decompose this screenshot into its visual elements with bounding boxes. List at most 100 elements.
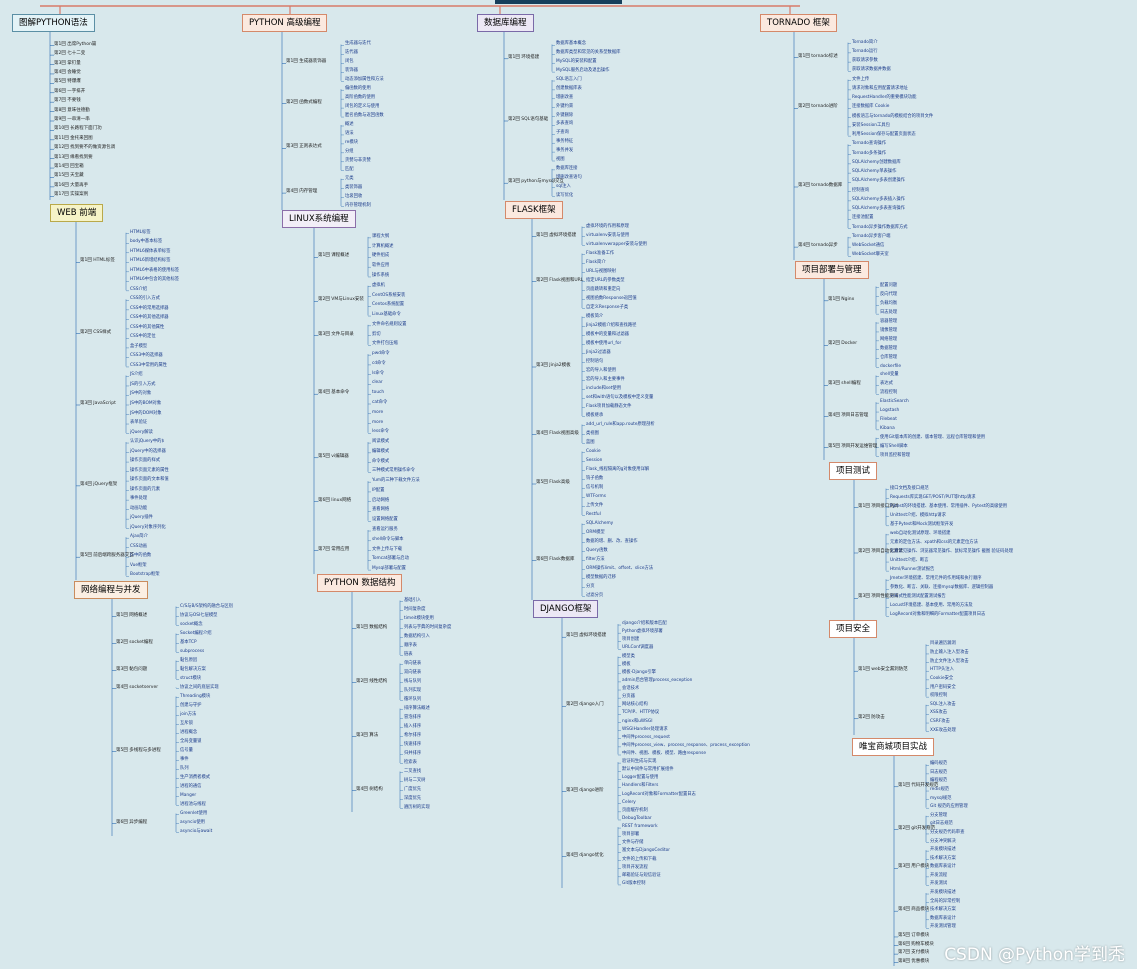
leaf-node[interactable]: SQL注入攻击 [930, 701, 956, 707]
leaf-node[interactable]: TCP/IP、HTTP协议 [622, 710, 660, 716]
leaf-node[interactable]: 开发模块描述 [930, 890, 956, 896]
leaf-node[interactable]: 参数化、断言、关联、连接mysql数据库、逻辑控制器 [890, 585, 994, 591]
leaf-node[interactable]: join方法 [180, 711, 197, 717]
leaf-node[interactable]: 读写优化 [556, 192, 574, 198]
leaf-node[interactable]: Git 规范的应用管理 [930, 804, 968, 810]
leaf-node[interactable]: Mysql部署与配置 [372, 566, 406, 572]
topic-node[interactable]: 数据库编程 [477, 14, 534, 32]
leaf-node[interactable]: 基础引入 [404, 597, 422, 603]
leaf-node[interactable]: Flask项目加载静态文件 [586, 403, 632, 409]
leaf-node[interactable]: 检索表 [404, 759, 417, 765]
leaf-node[interactable]: Centos系统配置 [372, 302, 405, 308]
topic-node[interactable]: 项目测试 [829, 462, 878, 480]
leaf-node[interactable]: 分支管理 [930, 812, 948, 818]
leaf-node[interactable]: 三种模式常用操作命令 [372, 468, 415, 474]
leaf-node[interactable]: 验证码生成与实现 [622, 759, 657, 765]
leaf-node[interactable]: Handlers和Filters [622, 783, 659, 789]
subtopic-node[interactable]: 第4回 会睡觉 [54, 69, 81, 75]
leaf-node[interactable]: 数据管理 [880, 345, 898, 351]
leaf-node[interactable]: 模板-Django引擎 [622, 669, 656, 675]
subtopic-node[interactable]: 第1回 网络概述 [116, 612, 148, 618]
subtopic-node[interactable]: 第3回 算法 [356, 732, 379, 738]
leaf-node[interactable]: Logstash [880, 408, 900, 414]
leaf-node[interactable]: 数据库类型和常见的关系型数据库 [556, 50, 621, 56]
leaf-node[interactable]: 子查询 [556, 130, 569, 136]
leaf-node[interactable]: SQL语言入门 [556, 77, 582, 82]
leaf-node[interactable]: cat命令 [372, 400, 388, 405]
subtopic-node[interactable]: 第6回 linux网络 [318, 497, 352, 503]
leaf-node[interactable]: 外键约束 [556, 103, 574, 109]
leaf-node[interactable]: 动态添加属性和方法 [345, 77, 384, 83]
leaf-node[interactable]: set和with语句以及模板中定义变量 [586, 394, 654, 400]
leaf-node[interactable]: 进程概念 [180, 729, 198, 735]
subtopic-node[interactable]: 第3回 用户模块 [898, 864, 930, 870]
leaf-node[interactable]: JS中的对象 [130, 391, 152, 397]
leaf-node[interactable]: ORM模型 [586, 529, 605, 535]
leaf-node[interactable]: asyncio与await [180, 828, 213, 834]
leaf-node[interactable]: 流程控制 [880, 390, 898, 396]
leaf-node[interactable]: 冒泡排序 [404, 714, 422, 720]
leaf-node[interactable]: 编辑模式 [372, 448, 390, 454]
leaf-node[interactable]: Git版本控制 [622, 880, 646, 886]
leaf-node[interactable]: 创建数据库表 [556, 85, 582, 91]
leaf-node[interactable]: 项目开发流程 [622, 864, 648, 870]
leaf-node[interactable]: 队列 [180, 765, 189, 771]
leaf-node[interactable]: 指定URL的参数类型 [586, 277, 625, 283]
leaf-node[interactable]: 网站核心结构 [622, 702, 648, 708]
leaf-node[interactable]: REST framework [622, 824, 658, 830]
subtopic-node[interactable]: 第1回 HTML标签 [80, 258, 115, 264]
leaf-node[interactable]: Query函数 [586, 547, 608, 553]
leaf-node[interactable]: 防止文件注入型攻击 [930, 658, 969, 664]
leaf-node[interactable]: 增删改查 [556, 94, 574, 100]
leaf-node[interactable]: 分页器 [622, 694, 635, 700]
leaf-node[interactable]: 创建与守护 [180, 702, 202, 708]
leaf-node[interactable]: 视图函数Response返回值 [586, 295, 637, 301]
leaf-node[interactable]: 装饰器 [345, 68, 358, 74]
subtopic-node[interactable]: 第1回 生成器装饰器 [286, 59, 327, 65]
leaf-node[interactable]: re模块 [345, 139, 358, 145]
subtopic-node[interactable]: 第2回 函数式编程 [286, 99, 322, 105]
leaf-node[interactable]: 链表 [404, 651, 413, 657]
leaf-node[interactable]: 基于Pytest和Mock测试框架开发 [890, 521, 954, 527]
leaf-node[interactable]: 操作系统 [372, 272, 390, 278]
subtopic-node[interactable]: 第17回 实操案例 [54, 192, 89, 198]
subtopic-node[interactable]: 第3回 django进阶 [566, 787, 604, 793]
subtopic-node[interactable]: 第2回 Flask视图和URL [536, 277, 584, 283]
leaf-node[interactable]: JS的引入方式 [130, 381, 156, 387]
leaf-node[interactable]: Jinja2模板介绍和查找路径 [586, 322, 637, 328]
leaf-node[interactable]: 富文本与DjangoCeditor [622, 848, 671, 854]
leaf-node[interactable]: 模型数据的迁移 [586, 574, 617, 580]
leaf-node[interactable]: HTML标签 [130, 229, 151, 235]
leaf-node[interactable]: 剪切 [372, 331, 381, 337]
leaf-node[interactable]: 接口文档及接口规范 [890, 485, 929, 491]
leaf-node[interactable]: 连接数据库 Cookie [852, 104, 890, 110]
leaf-node[interactable]: 分页 [586, 583, 595, 589]
leaf-node[interactable]: ORM操作limit、offset、slice方法 [586, 565, 654, 571]
leaf-node[interactable]: 计算机概述 [372, 243, 394, 249]
leaf-node[interactable]: 安装Session工具包 [852, 122, 890, 128]
leaf-node[interactable]: Cookie [586, 448, 601, 454]
leaf-node[interactable]: CSS中的常用选择器 [130, 305, 169, 311]
leaf-node[interactable]: 闭包 [345, 59, 354, 65]
leaf-node[interactable]: 二叉查找 [404, 768, 422, 774]
leaf-node[interactable]: 外键删除 [556, 112, 574, 118]
leaf-node[interactable]: CSRF攻击 [930, 719, 950, 725]
leaf-node[interactable]: 项目部署 [622, 832, 640, 838]
leaf-node[interactable]: 模型类 [622, 653, 635, 659]
subtopic-node[interactable]: 第5回 vi编辑器 [318, 453, 349, 459]
leaf-node[interactable]: 操作页面的元素 [130, 486, 161, 492]
subtopic-node[interactable]: 第1回 数据结构 [356, 624, 388, 630]
subtopic-node[interactable]: 第3回 Jinja2模板 [536, 363, 571, 368]
subtopic-node[interactable]: 第2回 socket编程 [116, 639, 153, 645]
leaf-node[interactable]: 全局的异常控制 [930, 898, 961, 904]
leaf-node[interactable]: 排序算法概述 [404, 705, 430, 711]
subtopic-node[interactable]: 第2回 git开发规范 [898, 825, 936, 831]
subtopic-node[interactable]: 第4回 商品模块 [898, 907, 930, 913]
leaf-node[interactable]: 时间复杂度 [404, 606, 426, 612]
leaf-node[interactable]: 信号机制 [586, 484, 604, 490]
leaf-node[interactable]: 宏的导入和主要事件 [586, 376, 625, 382]
leaf-node[interactable]: CSS动画 [130, 543, 148, 549]
leaf-node[interactable]: 内存管理机制 [345, 202, 371, 208]
leaf-node[interactable]: 请求对象和应用配置请求地址 [852, 85, 908, 91]
leaf-node[interactable]: Tornado多条操作 [852, 150, 887, 156]
